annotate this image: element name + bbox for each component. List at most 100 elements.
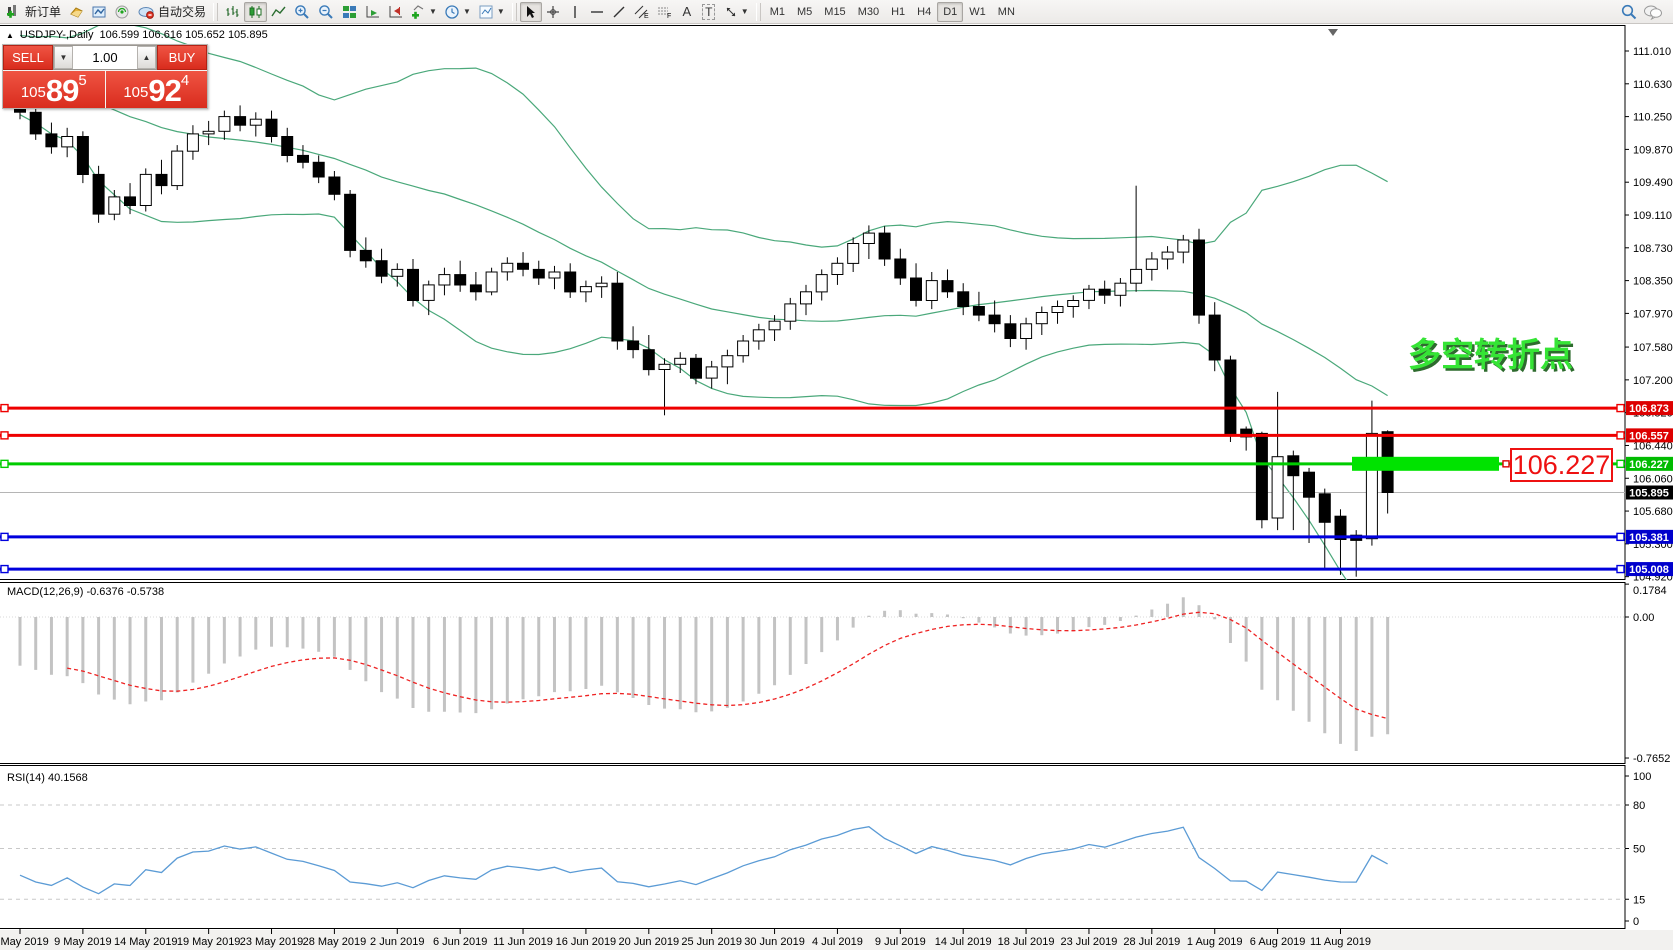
arrows-icon	[726, 7, 736, 16]
new-order-icon	[7, 5, 16, 18]
svg-text:E: E	[644, 13, 649, 19]
price-axis-label: 108.350	[1633, 276, 1673, 288]
line-handle[interactable]	[1616, 532, 1625, 542]
search-icon[interactable]	[1621, 4, 1637, 20]
zoom-out-button[interactable]	[314, 2, 338, 22]
sell-button[interactable]: SELL	[3, 45, 53, 70]
label-anchor-handle[interactable]	[1502, 460, 1510, 468]
chart-shift-marker[interactable]	[1328, 29, 1338, 36]
price-tag-text: 105.008	[1629, 564, 1669, 576]
text-button[interactable]: A	[676, 2, 698, 22]
buy-price[interactable]: 105 92 4	[105, 71, 207, 108]
tab-timeframe-m1[interactable]: M1	[764, 2, 791, 22]
date-axis-label: 6 Jun 2019	[433, 936, 487, 948]
candles-chart-icon	[249, 5, 262, 18]
green-zone-rectangle[interactable]	[1352, 456, 1499, 471]
volume-decrease-button[interactable]: ▼	[54, 46, 73, 69]
macd-axis-label: 0.1784	[1633, 585, 1667, 597]
tab-timeframe-w1[interactable]: W1	[963, 2, 992, 22]
tab-timeframe-d1[interactable]: D1	[937, 1, 964, 22]
tab-timeframe-m5[interactable]: M5	[791, 2, 818, 22]
chart-background	[0, 24, 1673, 950]
vertical-line-button[interactable]	[564, 2, 586, 22]
price-callout-box[interactable]	[1510, 448, 1613, 482]
horizontal-line-button[interactable]	[586, 2, 608, 22]
chat-icon[interactable]	[1643, 4, 1663, 20]
tab-timeframe-m30[interactable]: M30	[852, 2, 885, 22]
price-axis-label: 106.060	[1633, 473, 1673, 485]
rsi-axis-label: 0	[1633, 916, 1639, 928]
templates-button[interactable]: ▼	[475, 2, 509, 22]
bars-chart-button[interactable]	[221, 2, 244, 22]
candles-chart-button[interactable]	[244, 1, 268, 22]
line-handle[interactable]	[1616, 564, 1625, 574]
line-handle[interactable]	[1616, 459, 1625, 469]
tile-windows-button[interactable]	[338, 2, 361, 22]
annotation-shadow: 多空转折点	[1411, 339, 1576, 376]
symbol-title: USDJPY-,Daily	[19, 29, 94, 41]
line-handle[interactable]	[0, 532, 9, 542]
date-axis-label: 5 May 2019	[0, 936, 49, 948]
date-axis-label: 16 Jun 2019	[556, 936, 617, 948]
line-handle[interactable]	[0, 431, 9, 440]
price-tag	[1626, 529, 1673, 544]
bollinger-lower-band	[19, 114, 1348, 580]
chevron-down-icon: ▼	[740, 7, 749, 16]
line-handle[interactable]	[0, 459, 9, 469]
tab-timeframe-h4[interactable]: H4	[911, 2, 937, 22]
volume-input[interactable]: 1.00	[73, 46, 137, 69]
volume-increase-button[interactable]: ▲	[137, 46, 156, 69]
label-tool-label: T	[702, 3, 716, 20]
periods-button[interactable]: ▼	[441, 2, 475, 22]
sell-price-big: 89	[45, 73, 79, 108]
tile-windows-icon	[343, 5, 357, 18]
date-axis-label: 30 Jun 2019	[744, 936, 805, 948]
volume-spinner: ▼ 1.00 ▲	[53, 45, 157, 70]
new-order-button[interactable]: 新订单	[2, 2, 65, 22]
zoom-in-button[interactable]	[290, 2, 314, 22]
tab-timeframe-m15[interactable]: M15	[818, 2, 851, 22]
tab-timeframe-mn[interactable]: MN	[992, 2, 1021, 22]
macd-indicator	[0, 597, 1625, 751]
line-chart-button[interactable]	[267, 2, 290, 22]
sell-price[interactable]: 105 89 5	[3, 71, 105, 108]
line-handle[interactable]	[1616, 431, 1625, 440]
indicators-button[interactable]: ▼	[407, 2, 441, 22]
timeframe-group: M1 M5 M15 M30 H1 H4 D1 W1 MN	[764, 0, 1021, 24]
crosshair-button[interactable]	[542, 2, 564, 22]
bollinger-middle-band	[19, 74, 1388, 397]
price-tag-text: 106.557	[1629, 430, 1669, 442]
chart-shift-button[interactable]	[384, 2, 407, 22]
cursor-icon	[527, 5, 536, 18]
signals-button[interactable]	[111, 2, 134, 22]
text-tool-label: A	[682, 4, 692, 19]
svg-text:F: F	[667, 13, 671, 19]
cursor-button[interactable]	[519, 1, 542, 22]
rsi-axis-label: 100	[1633, 771, 1651, 783]
annotation-text[interactable]: 多空转折点	[1408, 336, 1573, 373]
arrows-button[interactable]: ▼	[720, 2, 753, 22]
text-label-button[interactable]: T	[698, 2, 720, 22]
market-depth-button[interactable]	[65, 2, 88, 22]
buy-button[interactable]: BUY	[157, 45, 207, 70]
line-handle[interactable]	[0, 564, 9, 574]
price-tag	[1626, 428, 1673, 443]
charts-window-button[interactable]	[88, 2, 111, 22]
price-tag-text: 106.227	[1629, 459, 1669, 471]
line-handle[interactable]	[1616, 403, 1625, 413]
market-depth-icon	[70, 6, 83, 18]
macd-panel-frame	[0, 582, 1626, 764]
auto-trading-button[interactable]: 自动交易	[134, 2, 210, 22]
indicators-icon	[412, 4, 424, 19]
date-axis-label: 19 May 2019	[177, 936, 241, 948]
collapse-arrow-icon[interactable]: ▲	[6, 30, 14, 40]
fibonacci-button[interactable]: F	[653, 2, 676, 22]
clock-icon	[445, 4, 459, 19]
trendline-button[interactable]	[608, 2, 630, 22]
auto-scroll-button[interactable]	[361, 2, 384, 22]
tab-timeframe-h1[interactable]: H1	[885, 2, 911, 22]
equidistant-channel-button[interactable]: E	[630, 2, 653, 22]
line-handle[interactable]	[0, 403, 9, 413]
price-tag-text: 105.895	[1629, 488, 1669, 500]
